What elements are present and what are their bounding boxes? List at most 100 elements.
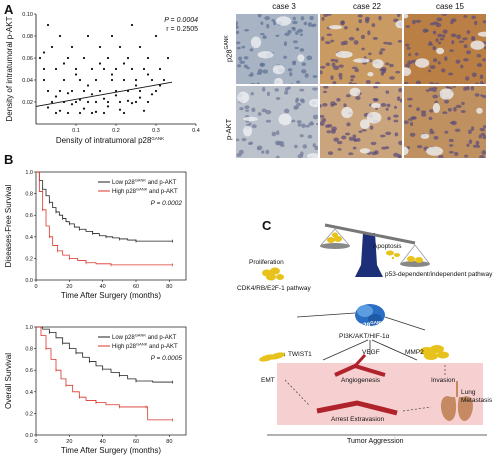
scatter-point — [118, 45, 122, 49]
ihc-nucleus — [244, 105, 250, 110]
ihc-nucleus — [308, 122, 315, 126]
os-xtick-label: 0 — [34, 439, 37, 445]
p28-center-text: p28 — [359, 322, 371, 330]
ihc-nucleus — [312, 87, 318, 91]
ihc-nucleus — [381, 68, 387, 74]
ihc-nucleus — [296, 120, 302, 124]
ihc-lumen — [436, 47, 445, 55]
ihc-nucleus — [330, 58, 336, 62]
ihc-nucleus — [241, 45, 246, 49]
ihc-nucleus — [405, 43, 410, 47]
ihc-nucleus — [236, 41, 241, 45]
ihc-nucleus — [432, 88, 437, 92]
scatter-point — [54, 95, 58, 98]
ihc-nucleus — [239, 60, 246, 64]
ihc-nucleus — [406, 46, 411, 50]
scatter-point — [50, 45, 54, 49]
scatter-point — [106, 56, 110, 60]
ihc-nucleus — [305, 124, 310, 128]
ihc-nucleus — [476, 63, 483, 67]
ihc-nucleus — [348, 152, 354, 156]
ihc-lumen — [349, 87, 361, 97]
p53-pathway-label: p53-dependent/independent pathway — [385, 271, 493, 278]
ihc-nucleus — [393, 105, 397, 109]
ihc-nucleus — [340, 41, 346, 46]
ihc-nucleus — [455, 104, 462, 109]
ihc-nucleus — [295, 98, 299, 104]
ihc-nucleus — [432, 86, 438, 90]
ihc-nucleus — [251, 107, 256, 113]
ihc-nucleus — [333, 137, 339, 142]
case-label-3: case 3 — [272, 2, 296, 11]
scatter-point — [98, 62, 102, 65]
scatter-point — [106, 105, 110, 108]
scatter-point — [74, 100, 78, 104]
os-x-label: Time After Surgery (months) — [61, 446, 162, 455]
ihc-nucleus — [300, 16, 305, 21]
ihc-nucleus — [409, 132, 416, 137]
ihc-nucleus — [236, 21, 238, 26]
scatter-point — [90, 111, 94, 115]
ihc-nucleus — [449, 49, 454, 52]
ihc-texture — [320, 86, 402, 158]
os-legend-rest-1: and p-AKT — [147, 344, 178, 350]
scatter-point — [130, 102, 134, 105]
ihc-nucleus — [405, 25, 411, 28]
ihc-nucleus — [370, 141, 377, 146]
ihc-nucleus — [292, 20, 298, 25]
scatter-chart: 0.02 0.04 0.06 0.08 0.10 0.1 0.2 0.3 0.4 P = 0.00… — [5, 12, 200, 145]
ihc-nucleus — [429, 130, 435, 135]
ihc-nucleus — [368, 52, 372, 56]
scatter-point — [90, 93, 94, 96]
ihc-nucleus — [238, 149, 244, 155]
ihc-nucleus — [250, 91, 254, 96]
ihc-nucleus — [261, 150, 265, 154]
ihc-nucleus — [355, 27, 360, 32]
scatter-point — [58, 34, 62, 38]
ihc-nucleus — [437, 33, 443, 38]
ihc-lumen — [359, 148, 371, 154]
ihc-nucleus — [380, 103, 387, 107]
ihc-nucleus — [438, 41, 442, 45]
ihc-nucleus — [438, 154, 444, 158]
scatter-xtick-label: 0.4 — [192, 128, 200, 134]
ihc-nucleus — [312, 23, 317, 27]
row-label-p28: p28GANK — [224, 35, 234, 62]
ihc-nucleus — [256, 145, 263, 150]
ihc-nucleus — [471, 15, 476, 20]
ihc-nucleus — [425, 89, 430, 92]
ihc-nucleus — [428, 69, 432, 73]
ihc-nucleus — [304, 73, 309, 78]
apoptosis-label: Apoptosis — [373, 243, 402, 250]
ihc-nucleus — [299, 134, 304, 138]
ihc-lumen — [297, 54, 305, 62]
ihc-nucleus — [297, 123, 302, 127]
ihc-nucleus — [380, 48, 386, 52]
dfs-xtick-label: 0 — [34, 284, 37, 290]
ihc-nucleus — [271, 18, 275, 22]
dfs-y-label: Diseases-Free Survival — [4, 184, 13, 267]
ihc-nucleus — [346, 94, 351, 98]
ihc-nucleus — [344, 26, 348, 30]
ihc-nucleus — [432, 94, 438, 99]
ihc-nucleus — [352, 82, 358, 84]
ihc-nucleus — [429, 128, 433, 132]
os-xtick-label: 40 — [100, 439, 106, 445]
ihc-nucleus — [256, 72, 262, 75]
diagram-graphics — [259, 223, 487, 436]
ihc-nucleus — [460, 64, 464, 69]
ihc-nucleus — [405, 63, 410, 68]
ihc-nucleus — [336, 97, 341, 102]
ihc-nucleus — [480, 94, 484, 97]
ihc-nucleus — [466, 143, 470, 147]
ihc-nucleus — [441, 34, 446, 38]
ihc-nucleus — [260, 32, 265, 36]
os-ytick-label: 0.8 — [25, 347, 33, 353]
ihc-lumen — [335, 51, 353, 59]
ihc-nucleus — [454, 151, 459, 156]
ihc-lumen — [367, 72, 374, 77]
ihc-nucleus — [275, 155, 280, 158]
ihc-nucleus — [266, 91, 270, 97]
ihc-nucleus — [372, 97, 378, 102]
ihc-nucleus — [297, 28, 303, 33]
